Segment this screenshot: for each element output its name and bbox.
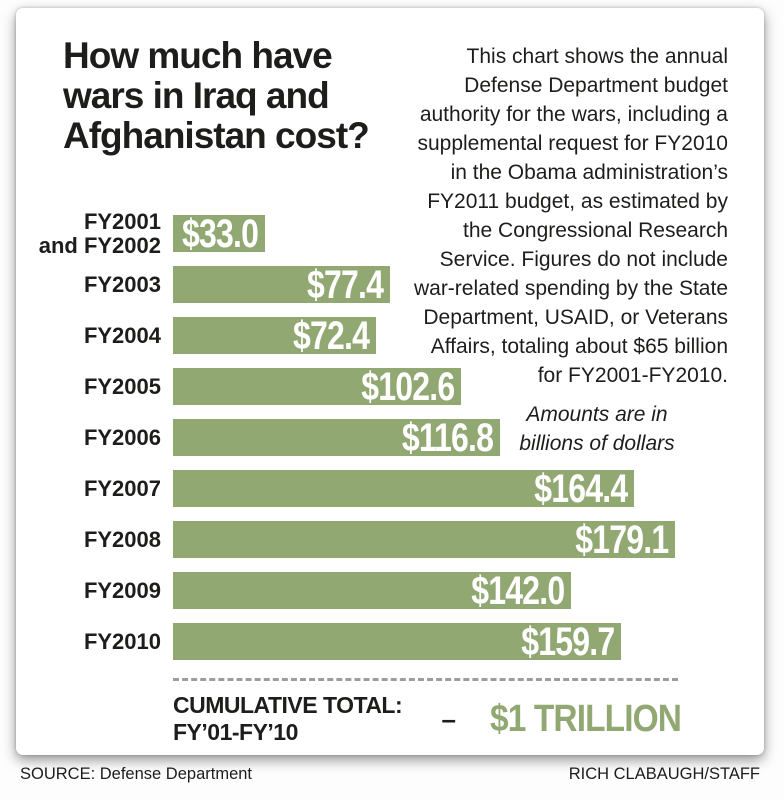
bar-value-label: $179.1: [574, 517, 669, 562]
cumulative-value-group: – $1 TRILLION: [442, 700, 682, 738]
bar-category-label: FY2004: [83, 322, 161, 348]
bar-category-label: FY2010: [83, 628, 161, 654]
chart-card: How much have wars in Iraq and Afghanist…: [16, 8, 764, 755]
units-note: Amounts are in billions of dollars: [519, 403, 675, 455]
bar-row: FY2009 $142.0: [33, 568, 713, 613]
dashed-divider: [173, 678, 678, 681]
bar-category-label: FY2005: [83, 373, 161, 399]
cumulative-label: CUMULATIVE TOTAL: FY’01-FY’10: [173, 692, 403, 745]
chart-title: How much have wars in Iraq and Afghanist…: [63, 35, 370, 156]
bar: $116.8: [173, 415, 500, 460]
bar-row: FY2003 $77.4: [33, 262, 713, 307]
bar: $77.4: [173, 262, 390, 307]
cumulative-value: $1 TRILLION: [490, 698, 682, 740]
bar-category-label: FY2003: [83, 271, 161, 297]
footer: SOURCE: Defense Department RICH CLABAUGH…: [20, 765, 760, 784]
cumulative-total-row: CUMULATIVE TOTAL: FY’01-FY’10 – $1 TRILL…: [173, 692, 682, 746]
bar-row: FY2008 $179.1: [33, 517, 713, 562]
bar-row: FY2007 $164.4: [33, 466, 713, 511]
bar-category-label: FY2007: [83, 475, 161, 501]
bar-value-label: $77.4: [306, 262, 384, 307]
bar-value-label: $116.8: [401, 415, 494, 460]
bar-value-label: $159.7: [520, 619, 615, 664]
bar-category-label: FY2009: [83, 577, 161, 603]
source-credit: SOURCE: Defense Department: [20, 765, 253, 783]
bar: $102.6: [173, 364, 461, 409]
bar: $33.0: [173, 211, 265, 256]
bar-rows: FY2001 and FY2002 $33.0 FY2003 $77.4 FY2004 $…: [33, 209, 713, 674]
bar-row: FY2010 $159.7: [33, 619, 713, 664]
bar-row: FY2006 $116.8: [33, 415, 713, 460]
bar-category-label: FY2006: [83, 424, 161, 450]
bar-row: FY2001 and FY2002 $33.0: [33, 209, 713, 257]
bar-value-label: $142.0: [470, 568, 565, 613]
staff-credit: RICH CLABAUGH/STAFF: [568, 765, 760, 783]
bar: $142.0: [173, 568, 571, 613]
bar-row: FY2004 $72.4: [33, 313, 713, 358]
chart-description: This chart shows the annual Defense Depa…: [413, 45, 728, 387]
bar-value-label: $72.4: [292, 313, 370, 358]
bar: $164.4: [173, 466, 634, 511]
bar: $72.4: [173, 313, 376, 358]
bar-value-label: $33.0: [181, 211, 259, 256]
bar: $179.1: [173, 517, 675, 562]
bar-value-label: $164.4: [533, 466, 628, 511]
bar: $159.7: [173, 619, 621, 664]
bar-category-label: FY2001 and FY2002: [38, 208, 161, 258]
bar-value-label: $102.6: [360, 364, 455, 409]
bar-category-label: FY2008: [83, 526, 161, 552]
bar-row: FY2005 $102.6: [33, 364, 713, 409]
cumulative-dash: –: [441, 703, 456, 734]
